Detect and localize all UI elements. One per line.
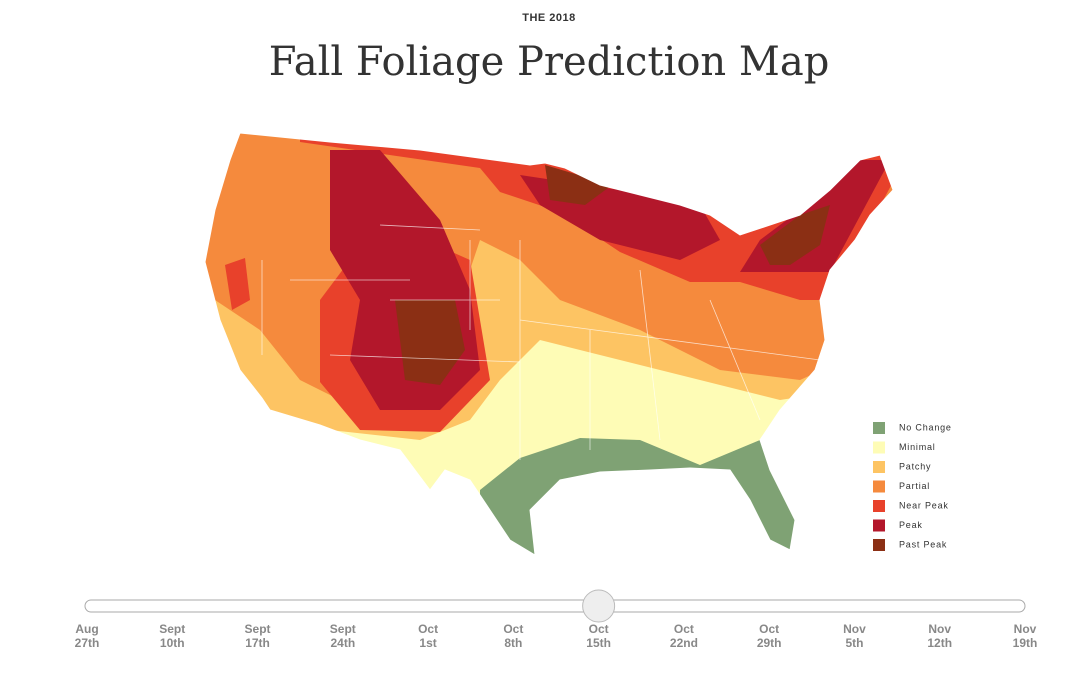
legend-swatch bbox=[873, 500, 885, 512]
timeline-day[interactable]: 5th bbox=[845, 636, 863, 650]
timeline-track[interactable] bbox=[84, 599, 1026, 613]
timeline-month[interactable]: Oct bbox=[589, 622, 609, 636]
timeline-month[interactable]: Oct bbox=[674, 622, 694, 636]
title: Fall Foliage Prediction Map bbox=[269, 39, 830, 85]
legend-swatch bbox=[873, 519, 885, 532]
map-region bbox=[395, 300, 465, 385]
map-region bbox=[225, 258, 250, 310]
legend-swatch bbox=[873, 441, 885, 454]
timeline-day[interactable]: 29th bbox=[757, 636, 782, 650]
legend-swatch bbox=[873, 422, 885, 434]
legend-label: No Change bbox=[899, 422, 952, 432]
eyebrow: THE 2018 bbox=[522, 12, 576, 24]
timeline-month[interactable]: Nov bbox=[1014, 622, 1037, 636]
timeline-month[interactable]: Nov bbox=[928, 622, 951, 636]
legend: No Change Minimal Patchy Partial Near Peak Pe… bbox=[873, 422, 952, 551]
legend-label: Near Peak bbox=[899, 500, 949, 510]
legend-swatch bbox=[873, 461, 885, 473]
legend-label: Peak bbox=[899, 520, 923, 530]
timeline-day[interactable]: 1st bbox=[419, 636, 436, 650]
timeline-day[interactable]: 22nd bbox=[670, 636, 698, 650]
timeline-day[interactable]: 24th bbox=[330, 636, 355, 650]
timeline-day[interactable]: 17th bbox=[245, 636, 270, 650]
timeline-month[interactable]: Sept bbox=[245, 622, 271, 636]
timeline-month[interactable]: Aug bbox=[75, 622, 98, 636]
timeline-month[interactable]: Oct bbox=[503, 622, 523, 636]
timeline-day[interactable]: 12th bbox=[927, 636, 952, 650]
legend-label: Past Peak bbox=[899, 539, 947, 549]
timeline-thumb[interactable] bbox=[582, 589, 616, 623]
timeline-month[interactable]: Nov bbox=[843, 622, 866, 636]
legend-swatch bbox=[873, 539, 885, 551]
map bbox=[205, 133, 893, 555]
map-region bbox=[760, 205, 830, 265]
legend-label: Patchy bbox=[899, 461, 931, 471]
timeline-labels: Aug27thSept10thSept17thSept24thOct1stOct… bbox=[75, 622, 1038, 650]
timeline-month[interactable]: Sept bbox=[159, 622, 185, 636]
timeline-month[interactable]: Sept bbox=[330, 622, 356, 636]
timeline-day[interactable]: 10th bbox=[160, 636, 185, 650]
timeline-month[interactable]: Oct bbox=[418, 622, 438, 636]
timeline-day[interactable]: 8th bbox=[504, 636, 522, 650]
timeline-month[interactable]: Oct bbox=[759, 622, 779, 636]
map-region bbox=[545, 165, 612, 205]
timeline-day[interactable]: 19th bbox=[1013, 636, 1038, 650]
timeline-day[interactable]: 27th bbox=[75, 636, 100, 650]
legend-label: Minimal bbox=[899, 442, 936, 452]
legend-swatch bbox=[873, 480, 885, 493]
timeline-day[interactable]: 15th bbox=[586, 636, 611, 650]
legend-label: Partial bbox=[899, 481, 930, 491]
state-lines bbox=[261, 224, 821, 460]
